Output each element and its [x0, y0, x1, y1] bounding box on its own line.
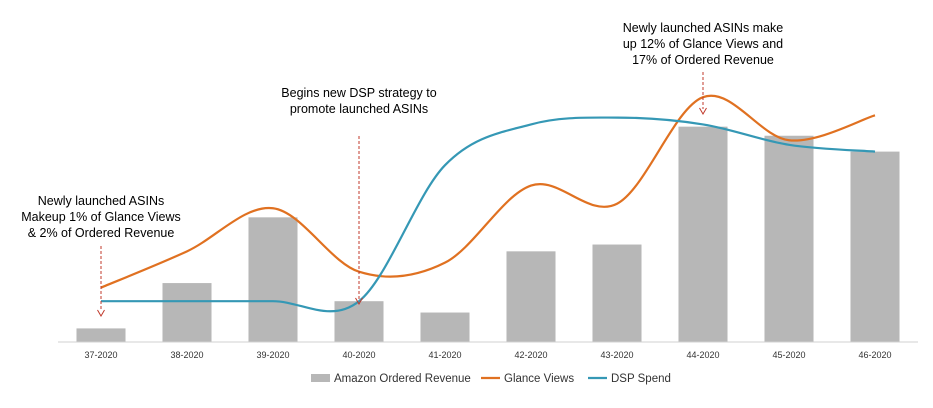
annotation-text: promote launched ASINs [290, 102, 428, 116]
x-tick-label: 40-2020 [342, 350, 375, 360]
x-tick-label: 38-2020 [170, 350, 203, 360]
revenue-bar [76, 328, 126, 342]
x-axis-ticks: 37-2020 38-2020 39-2020 40-2020 41-2020 42-20… [84, 350, 891, 360]
revenue-bar [248, 217, 298, 342]
annotation-text: 17% of Ordered Revenue [632, 53, 774, 67]
revenue-bar [334, 301, 384, 342]
revenue-bar [506, 251, 556, 342]
annotations: Newly launched ASINs Makeup 1% of Glance … [21, 21, 784, 317]
legend-label: Amazon Ordered Revenue [334, 373, 471, 385]
revenue-bar [764, 135, 814, 342]
x-tick-label: 46-2020 [858, 350, 891, 360]
legend-label: Glance Views [504, 373, 574, 385]
x-tick-label: 43-2020 [600, 350, 633, 360]
revenue-bar [420, 312, 470, 342]
bars-layer [76, 126, 900, 343]
lines-layer [100, 94, 876, 313]
legend: Amazon Ordered Revenue Glance Views DSP Sp… [311, 373, 671, 385]
annotation-text: up 12% of Glance Views and [623, 37, 783, 51]
legend-swatch-revenue [311, 374, 330, 382]
annotation-arrow-head [97, 309, 105, 317]
revenue-bar [162, 283, 212, 342]
dsp-spend-line [100, 116, 876, 313]
x-tick-label: 45-2020 [772, 350, 805, 360]
annotation-text: Makeup 1% of Glance Views [21, 210, 181, 224]
annotation-arrow-head [355, 297, 363, 305]
revenue-bar [592, 244, 642, 342]
glance-views-line [100, 94, 876, 289]
revenue-bar [850, 151, 900, 342]
annotation-text: Newly launched ASINs make [623, 21, 784, 35]
annotation-text: Newly launched ASINs [38, 194, 164, 208]
x-tick-label: 44-2020 [686, 350, 719, 360]
x-tick-label: 37-2020 [84, 350, 117, 360]
annotation-text: Begins new DSP strategy to [281, 86, 436, 100]
revenue-bar [678, 126, 728, 343]
x-tick-label: 39-2020 [256, 350, 289, 360]
annotation-arrow-head [699, 107, 707, 115]
annotation-text: & 2% of Ordered Revenue [28, 226, 175, 240]
legend-label: DSP Spend [611, 373, 671, 385]
x-tick-label: 41-2020 [428, 350, 461, 360]
x-tick-label: 42-2020 [514, 350, 547, 360]
